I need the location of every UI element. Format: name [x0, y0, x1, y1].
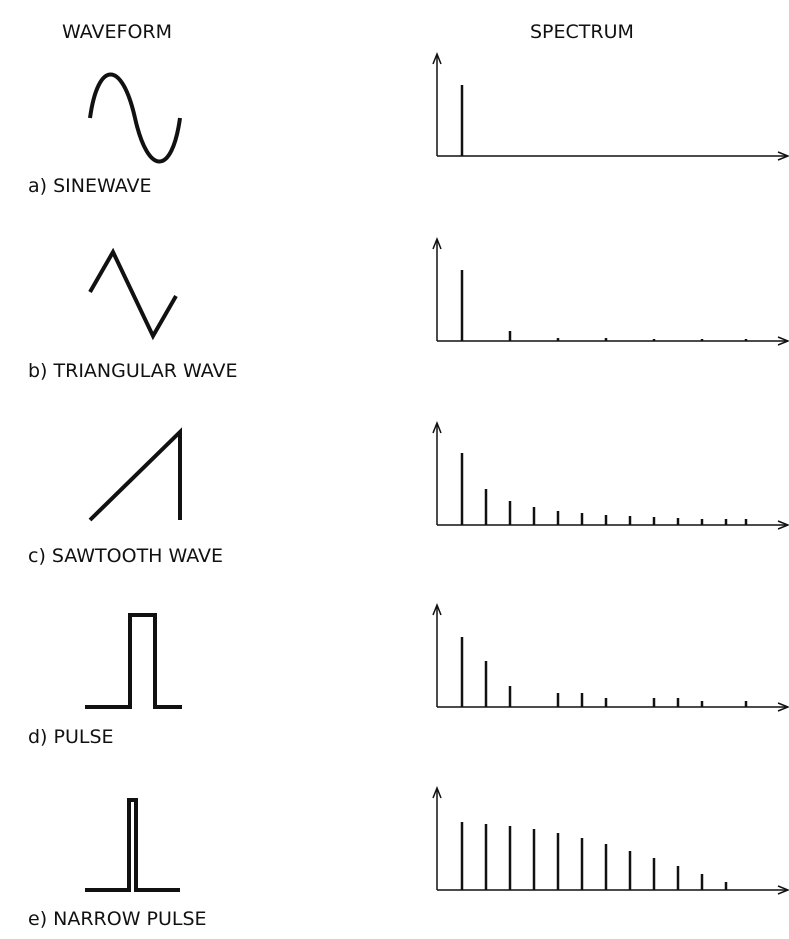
row-label: a) SINEWAVE [28, 175, 152, 197]
pulse-wave [85, 613, 182, 709]
y-arrow [432, 602, 442, 616]
row-label: c) SAWTOOTH WAVE [28, 545, 223, 567]
triangle-wave [88, 247, 178, 341]
narrow-pulse-wave [85, 798, 180, 892]
row-label: b) TRIANGULAR WAVE [28, 360, 238, 382]
row-label: d) PULSE [28, 726, 114, 748]
y-arrow [432, 236, 442, 250]
x-arrow [777, 702, 789, 712]
y-arrow [432, 785, 442, 799]
y-arrow [432, 51, 442, 65]
waveform-header: WAVEFORM [62, 21, 172, 43]
y-arrow [432, 420, 442, 434]
x-arrow [777, 336, 789, 346]
x-arrow [777, 151, 789, 161]
sawtooth-wave [88, 427, 182, 522]
sine-wave [88, 72, 182, 164]
x-arrow [777, 520, 789, 530]
spectrum-header: SPECTRUM [530, 21, 634, 43]
x-arrow [777, 885, 789, 895]
row-label: e) NARROW PULSE [28, 908, 207, 930]
